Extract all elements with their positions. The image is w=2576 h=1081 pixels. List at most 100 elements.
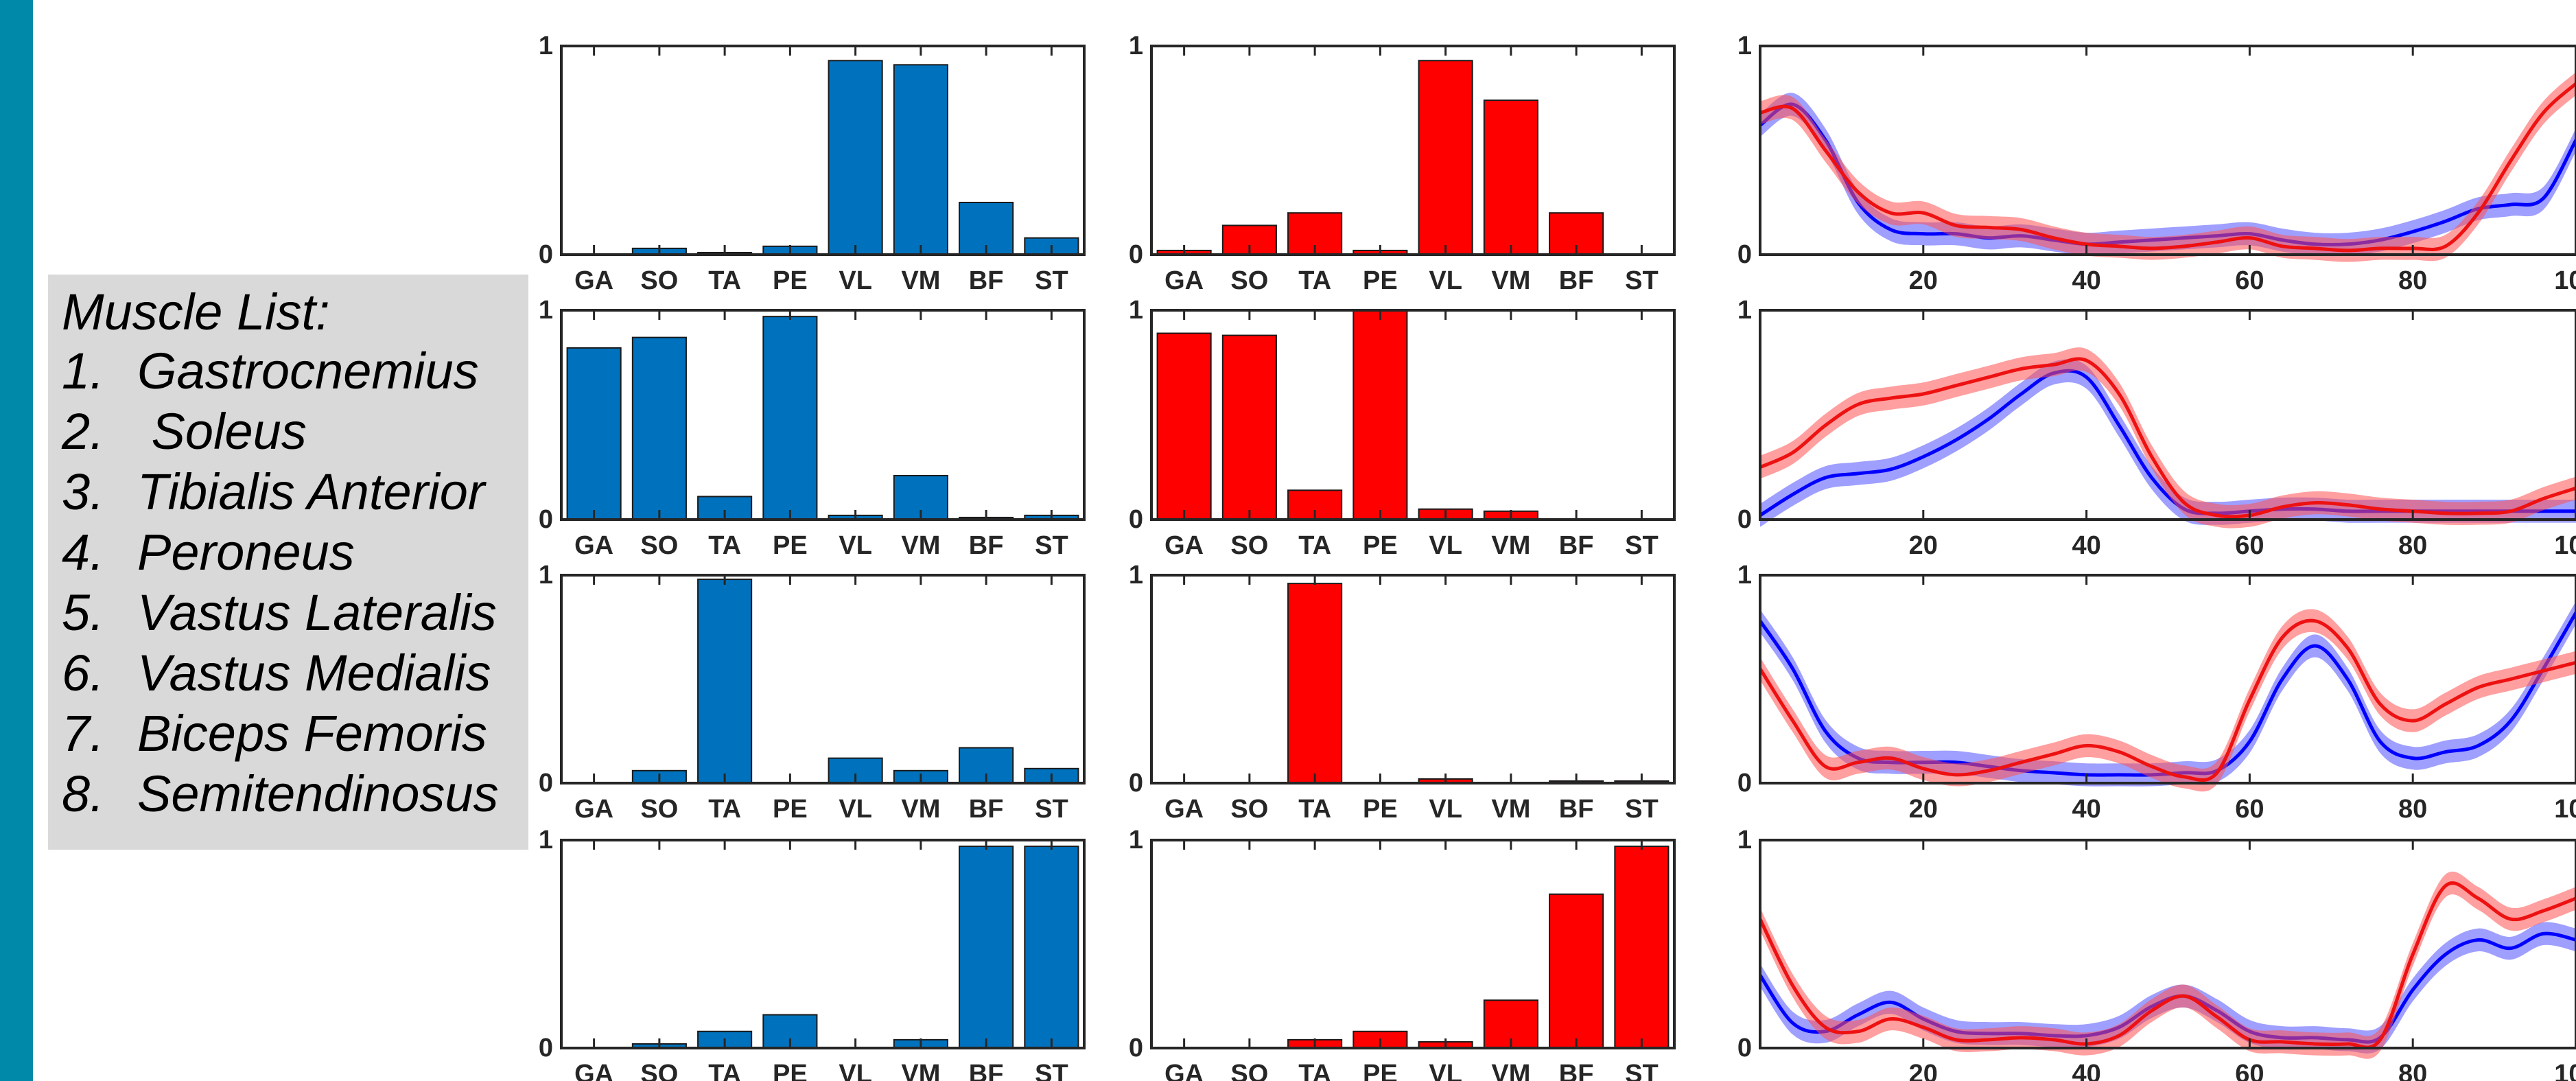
x-tick-label: TA	[708, 1060, 741, 1081]
x-tick-label: VM	[901, 795, 940, 824]
x-tick-label: 80	[2398, 531, 2427, 560]
x-tick-label: 40	[2072, 795, 2100, 824]
x-tick-label: VM	[901, 1060, 940, 1081]
y-tick-label: 1	[1737, 32, 1752, 60]
x-tick-label: SO	[640, 531, 678, 560]
x-tick-label: 100	[2554, 795, 2576, 824]
x-tick-label: GA	[574, 1060, 613, 1081]
x-tick-label: PE	[773, 531, 808, 560]
y-tick-label: 1	[539, 561, 553, 590]
x-tick-label: TA	[708, 795, 741, 824]
x-tick-label: BF	[1559, 531, 1594, 560]
x-tick-label: VM	[1491, 1060, 1530, 1081]
x-tick-label: 100	[2554, 266, 2576, 295]
x-tick-label: 80	[2398, 795, 2427, 824]
y-tick-label: 1	[1129, 561, 1143, 590]
legend-item: 1. Gastrocnemius	[62, 342, 479, 399]
bar-VL	[828, 60, 883, 255]
line-chart-4-3: 0 1 20 40 60 80 100	[1737, 826, 2576, 1081]
x-tick-label: TA	[708, 531, 741, 560]
axes-box	[560, 839, 1086, 1049]
x-tick-label: TA	[1298, 531, 1331, 560]
y-tick-label: 1	[1129, 296, 1143, 325]
x-tick-label: 100	[2554, 531, 2576, 560]
series-blue-band	[1760, 922, 2576, 1054]
y-tick-label: 1	[1737, 561, 1752, 590]
x-tick-label: 60	[2235, 795, 2264, 824]
x-tick-label: 20	[1909, 531, 1938, 560]
axes-box	[1759, 574, 2576, 784]
x-tick-label: GA	[1164, 531, 1204, 560]
x-tick-label: TA	[1298, 266, 1331, 295]
x-tick-label: TA	[708, 266, 741, 295]
x-tick-label: TA	[1298, 1060, 1331, 1081]
line-chart-3-3: 0 1 20 40 60 80 100	[1737, 561, 2576, 824]
bar-PE	[762, 316, 818, 520]
x-tick-label: SO	[640, 795, 678, 824]
left-accent-bar	[0, 0, 33, 1081]
x-tick-label: 20	[1909, 795, 1938, 824]
x-tick-label: 20	[1909, 266, 1938, 295]
y-tick-label: 0	[1737, 240, 1752, 269]
bar-VL	[1418, 60, 1473, 255]
x-tick-label: 60	[2235, 1060, 2264, 1081]
x-tick-label: SO	[1230, 531, 1268, 560]
series-red-band	[1760, 347, 2576, 528]
bar-GA	[566, 347, 622, 520]
x-tick-label: ST	[1625, 531, 1659, 560]
x-tick-label: 60	[2235, 531, 2264, 560]
x-tick-label: 40	[2072, 531, 2100, 560]
x-tick-label: GA	[574, 266, 613, 295]
muscle-list-legend: Muscle List: 1. Gastrocnemius 2. Soleus 3…	[48, 275, 528, 850]
axes-box	[1759, 309, 2576, 521]
x-tick-label: VL	[1429, 1060, 1462, 1081]
x-tick-label: GA	[1164, 1060, 1204, 1081]
series-red-band	[1760, 871, 2576, 1059]
x-tick-label: 60	[2235, 266, 2264, 295]
y-tick-label: 0	[539, 505, 553, 534]
bar-SO	[1221, 334, 1277, 520]
y-tick-label: 0	[539, 1034, 553, 1062]
x-tick-label: 40	[2072, 1060, 2100, 1081]
x-tick-label: SO	[640, 266, 678, 295]
y-tick-label: 0	[539, 240, 553, 269]
bar-chart-4-1: 0 1 GA SO TA PE VL VM BF ST	[539, 826, 1086, 1081]
x-tick-label: VL	[1429, 795, 1462, 824]
x-tick-label: VM	[1491, 266, 1530, 295]
x-tick-label: ST	[1035, 531, 1068, 560]
axes-box	[560, 45, 1086, 256]
x-tick-label: SO	[640, 1060, 678, 1081]
axes-box	[560, 309, 1086, 521]
x-tick-label: ST	[1625, 266, 1659, 295]
x-tick-label: 80	[2398, 1060, 2427, 1081]
legend-item: 8. Semitendinosus	[62, 765, 499, 822]
bar-VM	[893, 64, 948, 256]
x-tick-label: GA	[574, 531, 613, 560]
y-tick-label: 1	[539, 826, 553, 855]
axes-box	[1150, 45, 1676, 256]
bar-chart-3-1: 0 1 GA SO TA PE VL VM BF ST	[539, 561, 1086, 824]
series-red-line	[1758, 881, 2576, 1049]
bar-SO	[631, 336, 687, 520]
bar-TA	[1287, 583, 1343, 784]
x-tick-label: VM	[901, 531, 940, 560]
x-tick-label: VL	[1429, 531, 1462, 560]
series-red-line	[1759, 357, 2576, 519]
x-tick-label: PE	[1363, 531, 1398, 560]
y-tick-label: 0	[539, 769, 553, 798]
y-tick-label: 1	[1129, 32, 1143, 60]
bar-ST	[1024, 846, 1079, 1049]
x-tick-label: BF	[1559, 1060, 1594, 1081]
bar-ST	[1614, 846, 1670, 1049]
y-tick-label: 1	[1129, 826, 1143, 855]
legend-item: 4. Peroneus	[62, 524, 355, 581]
bar-TA	[697, 579, 753, 784]
bar-chart-2-2: 0 1 GA SO TA PE VL VM BF ST	[1129, 296, 1676, 560]
x-tick-label: VL	[839, 1060, 872, 1081]
y-tick-label: 1	[539, 32, 553, 60]
axes-box	[1150, 574, 1676, 784]
line-chart-2-3: 0 1 20 40 60 80 100	[1737, 296, 2576, 560]
legend-item: 5. Vastus Lateralis	[62, 584, 497, 641]
bar-VM	[1483, 100, 1538, 255]
